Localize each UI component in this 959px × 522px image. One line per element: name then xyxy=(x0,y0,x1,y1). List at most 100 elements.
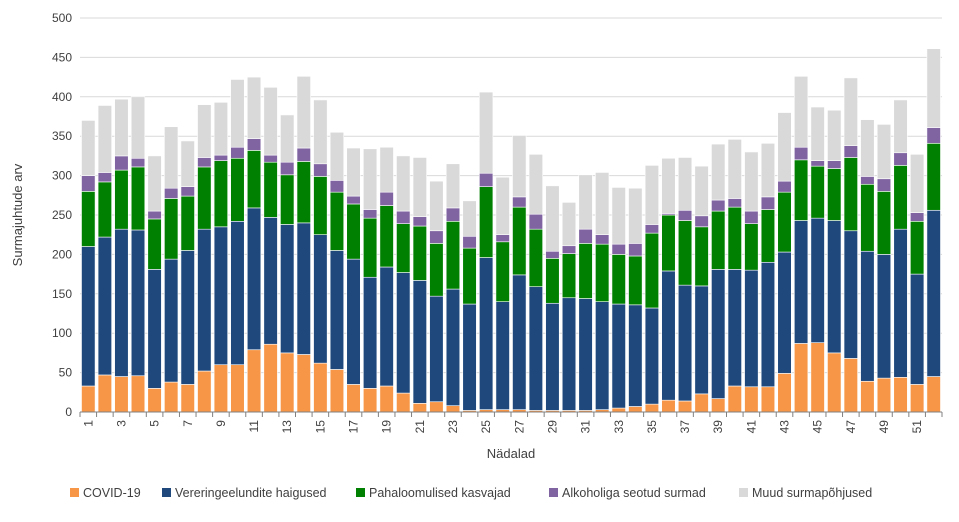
bar-segment xyxy=(445,405,461,413)
bar-segment xyxy=(611,187,626,245)
bar-segment xyxy=(412,403,427,413)
bar-segment xyxy=(810,106,825,161)
bar-segment xyxy=(396,223,411,273)
bar-segment xyxy=(213,226,229,366)
y-axis-title: Surmajuhtude arv xyxy=(10,163,25,266)
legend-swatch xyxy=(549,488,558,497)
bar-segment xyxy=(694,215,709,228)
bar-segment xyxy=(595,301,610,410)
bar-segment xyxy=(130,375,146,413)
bar-segment xyxy=(694,393,709,413)
y-tick-label: 0 xyxy=(65,405,72,419)
bar-segment xyxy=(777,191,792,253)
legend-label: Muud surmapõhjused xyxy=(752,486,872,500)
bar-segment xyxy=(744,269,759,388)
bar-segment xyxy=(164,381,179,413)
bar-segment xyxy=(677,220,693,286)
bar-segment xyxy=(180,384,195,413)
bar-segment xyxy=(595,243,610,302)
bar-segment xyxy=(793,220,809,344)
bar-segment xyxy=(396,392,411,413)
bar-segment xyxy=(445,221,461,290)
legend: COVID-19 Vereringeelundite haigused Pahalo… xyxy=(70,486,872,500)
bar-segment xyxy=(97,172,112,183)
bar-segment xyxy=(893,165,908,230)
bar-segment xyxy=(230,146,245,159)
bar-segment xyxy=(429,180,444,232)
bar-segment xyxy=(744,151,759,212)
bar-segment xyxy=(860,250,875,382)
bar-segment xyxy=(760,386,776,413)
bar-segment xyxy=(362,276,378,389)
bar-segment xyxy=(296,161,311,224)
bar-segment xyxy=(362,209,378,219)
bar-segment xyxy=(462,303,477,411)
bar-segment xyxy=(346,258,361,385)
bar-segment xyxy=(545,258,560,304)
bar-segment xyxy=(876,254,892,379)
bar-segment xyxy=(495,234,510,243)
bar-segment xyxy=(893,377,908,413)
bar-segment xyxy=(561,297,577,411)
legend-label: Vereringeelundite haigused xyxy=(175,486,327,500)
bar-segment xyxy=(644,232,659,309)
bar-segment xyxy=(263,161,278,218)
bar-segment xyxy=(114,169,129,230)
bar-segment xyxy=(313,99,328,165)
bar-segment xyxy=(230,79,245,148)
bar-segment xyxy=(843,230,858,359)
bar-segment xyxy=(296,222,311,355)
bar-segment xyxy=(760,261,776,388)
bar-segment xyxy=(876,377,892,413)
x-tick-label: 5 xyxy=(148,420,162,427)
bar-segment xyxy=(280,224,295,354)
bar-segment xyxy=(429,243,444,297)
bar-segment xyxy=(180,195,195,251)
bar-segment xyxy=(479,91,494,174)
bar-segment xyxy=(130,229,146,377)
bar-segment xyxy=(313,176,328,236)
x-axis xyxy=(79,411,943,417)
bar-segment xyxy=(661,399,676,413)
bar-segment xyxy=(379,191,394,206)
bar-segment xyxy=(893,99,908,154)
bar-segment xyxy=(329,180,345,193)
bar-segment xyxy=(346,147,361,197)
bar-segment xyxy=(462,200,477,237)
bar-segment xyxy=(628,406,643,413)
bar-segment xyxy=(263,343,278,413)
bar-segment xyxy=(843,145,858,158)
bar-segment xyxy=(827,352,842,413)
bar-segment xyxy=(727,206,742,270)
bar-segment xyxy=(97,105,112,173)
bar-segment xyxy=(495,301,510,410)
x-tick-label: 31 xyxy=(579,420,593,434)
x-tick-label: 9 xyxy=(214,420,228,427)
bar-segment xyxy=(512,196,527,208)
bars xyxy=(81,48,941,413)
bar-segment xyxy=(479,172,494,187)
x-tick-label: 39 xyxy=(711,420,725,434)
bar-segment xyxy=(512,135,527,198)
bar-segment xyxy=(628,243,643,257)
bar-segment xyxy=(512,274,527,410)
bar-segment xyxy=(677,209,693,221)
bar-segment xyxy=(910,221,925,275)
bar-segment xyxy=(379,205,394,268)
bar-segment xyxy=(114,98,129,157)
bar-segment xyxy=(280,161,295,176)
bar-segment xyxy=(164,258,179,383)
bar-segment xyxy=(246,207,262,351)
bar-segment xyxy=(263,154,278,163)
bar-segment xyxy=(644,403,659,413)
bar-segment xyxy=(263,217,278,345)
bar-segment xyxy=(777,180,792,193)
bar-segment xyxy=(545,250,560,259)
bar-segment xyxy=(760,142,776,198)
bar-segment xyxy=(147,388,162,413)
bar-segment xyxy=(445,288,461,406)
bar-segment xyxy=(114,155,129,171)
bar-segment xyxy=(910,154,925,213)
x-tick-label: 51 xyxy=(910,420,924,434)
